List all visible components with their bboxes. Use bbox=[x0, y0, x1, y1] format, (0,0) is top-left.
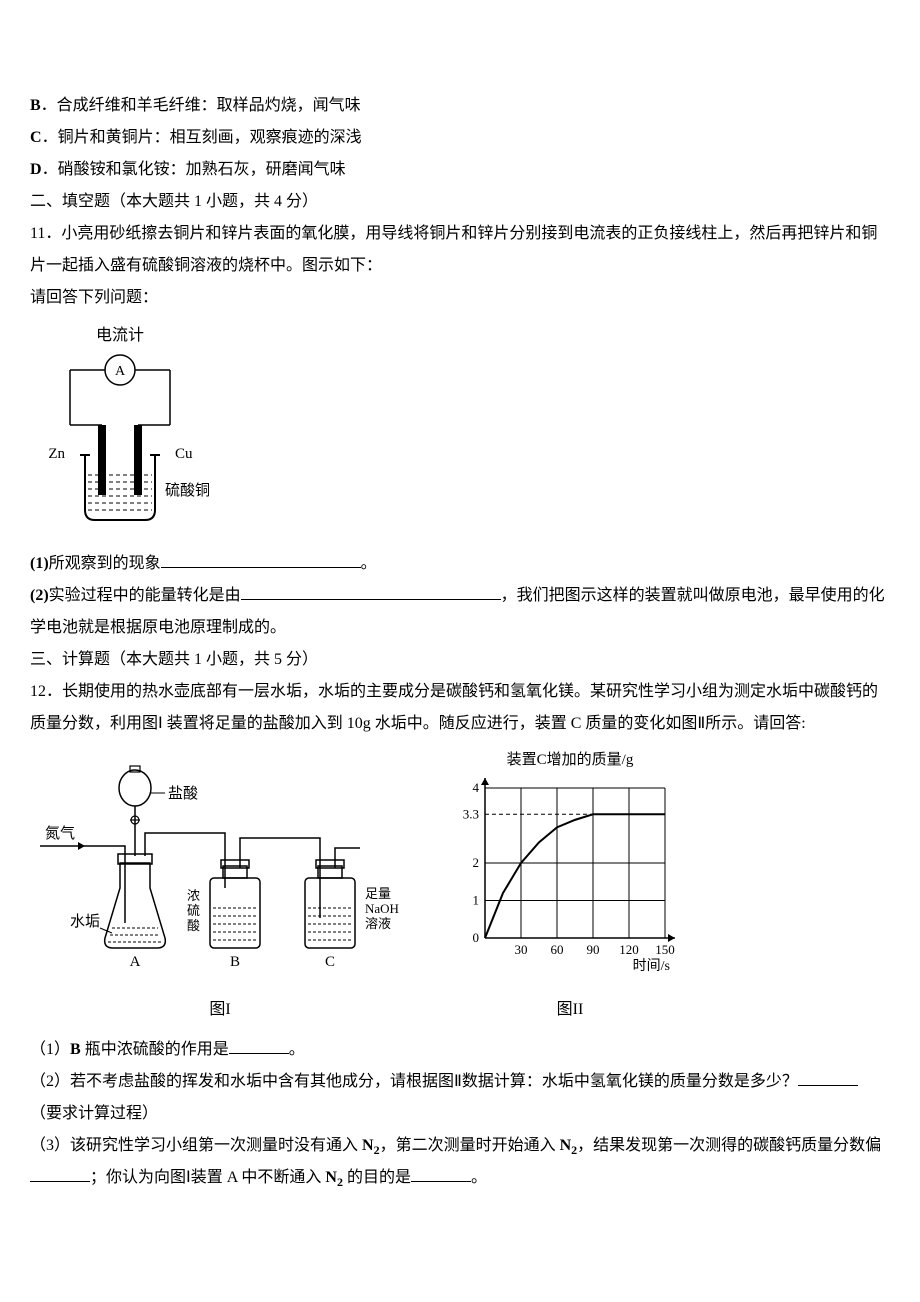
svg-text:硫: 硫 bbox=[187, 903, 200, 918]
svg-text:30: 30 bbox=[515, 942, 528, 957]
q12-diagrams: 氮气 盐酸 水垢 A bbox=[30, 748, 890, 1026]
svg-text:Zn: Zn bbox=[48, 446, 65, 462]
section-2-heading: 二、填空题（本大题共 1 小题，共 4 分） bbox=[30, 186, 890, 218]
q12-1-label: B bbox=[70, 1041, 81, 1058]
svg-text:装置C增加的质量/g: 装置C增加的质量/g bbox=[507, 751, 634, 768]
q12-3-b: ，第二次测量时开始通入 bbox=[380, 1137, 560, 1154]
svg-text:NaOH: NaOH bbox=[365, 901, 399, 916]
option-c-label: C bbox=[30, 129, 42, 146]
svg-text:盐酸: 盐酸 bbox=[168, 785, 198, 802]
chart-diagram: 装置C增加的质量/g 0 1 2 3.3 4 30 60 90 120 150时间/s 图II bbox=[440, 748, 700, 1026]
q12-sub3: （3）该研究性学习小组第一次测量时没有通入 N2，第二次测量时开始通入 N2，结… bbox=[30, 1130, 890, 1194]
figure-i-label: 图I bbox=[30, 994, 410, 1026]
figure-ii-label: 图II bbox=[440, 994, 700, 1026]
q11-1-prefix: (1) bbox=[30, 555, 49, 572]
svg-text:水垢: 水垢 bbox=[70, 913, 100, 930]
option-b: B．合成纤维和羊毛纤维：取样品灼烧，闻气味 bbox=[30, 90, 890, 122]
svg-text:浓: 浓 bbox=[187, 888, 200, 903]
q11-2-blank bbox=[241, 599, 501, 600]
q12-3-n2-1: N bbox=[362, 1137, 374, 1154]
q12-sub1: （1）B 瓶中浓硫酸的作用是 。 bbox=[30, 1034, 890, 1066]
apparatus-svg: 氮气 盐酸 水垢 A bbox=[30, 748, 410, 978]
galvanic-cell-svg: A 电流计 Zn Cu 硫酸铜 bbox=[30, 320, 210, 530]
svg-text:C: C bbox=[325, 954, 335, 970]
svg-text:4: 4 bbox=[473, 780, 480, 795]
svg-text:氮气: 氮气 bbox=[45, 825, 75, 842]
svg-text:时间/s: 时间/s bbox=[633, 958, 670, 974]
option-c: C．铜片和黄铜片：相互刻画，观察痕迹的深浅 bbox=[30, 122, 890, 154]
q12-sub2-note: （要求计算过程） bbox=[30, 1098, 890, 1130]
figure-galvanic-cell: A 电流计 Zn Cu 硫酸铜 bbox=[30, 320, 890, 542]
svg-text:硫酸铜: 硫酸铜 bbox=[165, 482, 210, 499]
q12-3-blank2 bbox=[411, 1181, 471, 1182]
svg-text:B: B bbox=[230, 954, 240, 970]
q12-3-n2-3: N bbox=[325, 1169, 337, 1186]
q12-intro: 12．长期使用的热水壶底部有一层水垢，水垢的主要成分是碳酸钙和氢氧化镁。某研究性… bbox=[30, 676, 890, 740]
q11-1-period: 。 bbox=[361, 555, 377, 572]
q12-1-period: 。 bbox=[289, 1041, 305, 1058]
q12-2-blank bbox=[798, 1085, 858, 1086]
q11-2-prefix: (2) bbox=[30, 587, 49, 604]
q12-1-num: （1） bbox=[30, 1041, 70, 1058]
section-3-heading: 三、计算题（本大题共 1 小题，共 5 分） bbox=[30, 644, 890, 676]
q11-1-text: 所观察到的现象 bbox=[49, 555, 161, 572]
option-c-text: ．铜片和黄铜片：相互刻画，观察痕迹的深浅 bbox=[42, 129, 362, 146]
q12-3-d: ；你认为向图Ⅰ装置 A 中不断通入 bbox=[90, 1169, 325, 1186]
q12-1-blank bbox=[229, 1053, 289, 1054]
svg-text:电流计: 电流计 bbox=[96, 326, 144, 344]
svg-text:2: 2 bbox=[473, 855, 480, 870]
mass-chart-svg: 装置C增加的质量/g 0 1 2 3.3 4 30 60 90 120 150时间/s bbox=[440, 748, 700, 978]
option-b-label: B bbox=[30, 97, 41, 114]
svg-text:A: A bbox=[130, 954, 141, 970]
q11-1-blank bbox=[161, 567, 361, 568]
q12-3-e: 的目的是 bbox=[343, 1169, 411, 1186]
svg-text:90: 90 bbox=[587, 942, 600, 957]
svg-text:150: 150 bbox=[655, 942, 675, 957]
svg-text:足量: 足量 bbox=[365, 886, 391, 901]
option-d: D．硝酸铵和氯化铵：加熟石灰，研磨闻气味 bbox=[30, 154, 890, 186]
option-d-text: ．硝酸铵和氯化铵：加熟石灰，研磨闻气味 bbox=[42, 161, 346, 178]
q11-sub1: (1)所观察到的现象 。 bbox=[30, 548, 890, 580]
option-b-text: ．合成纤维和羊毛纤维：取样品灼烧，闻气味 bbox=[41, 97, 361, 114]
svg-text:120: 120 bbox=[619, 942, 639, 957]
svg-text:溶液: 溶液 bbox=[365, 916, 391, 931]
svg-text:3.3: 3.3 bbox=[463, 806, 479, 821]
q12-2-text: （2）若不考虑盐酸的挥发和水垢中含有其他成分，请根据图Ⅱ数据计算：水垢中氢氧化镁… bbox=[30, 1073, 798, 1090]
svg-text:60: 60 bbox=[551, 942, 564, 957]
option-d-label: D bbox=[30, 161, 42, 178]
svg-text:A: A bbox=[115, 364, 126, 379]
svg-text:酸: 酸 bbox=[187, 918, 200, 933]
q12-3-a: （3）该研究性学习小组第一次测量时没有通入 bbox=[30, 1137, 362, 1154]
q12-3-period: 。 bbox=[471, 1169, 487, 1186]
svg-text:Cu: Cu bbox=[175, 446, 193, 462]
apparatus-diagram: 氮气 盐酸 水垢 A bbox=[30, 748, 410, 1026]
q12-3-blank1 bbox=[30, 1181, 90, 1182]
svg-text:0: 0 bbox=[473, 930, 480, 945]
q12-3-n2-2: N bbox=[560, 1137, 572, 1154]
q11-intro: 11．小亮用砂纸擦去铜片和锌片表面的氧化膜，用导线将铜片和锌片分别接到电流表的正… bbox=[30, 218, 890, 282]
q11-answer-prompt: 请回答下列问题： bbox=[30, 282, 890, 314]
q11-sub2: (2)实验过程中的能量转化是由，我们把图示这样的装置就叫做原电池，最早使用的化学… bbox=[30, 580, 890, 644]
svg-text:1: 1 bbox=[473, 893, 480, 908]
q11-2-text: 实验过程中的能量转化是由 bbox=[49, 587, 241, 604]
q12-1-text: 瓶中浓硫酸的作用是 bbox=[81, 1041, 229, 1058]
q12-3-c: ，结果发现第一次测得的碳酸钙质量分数偏 bbox=[577, 1137, 881, 1154]
q12-sub2: （2）若不考虑盐酸的挥发和水垢中含有其他成分，请根据图Ⅱ数据计算：水垢中氢氧化镁… bbox=[30, 1066, 890, 1098]
